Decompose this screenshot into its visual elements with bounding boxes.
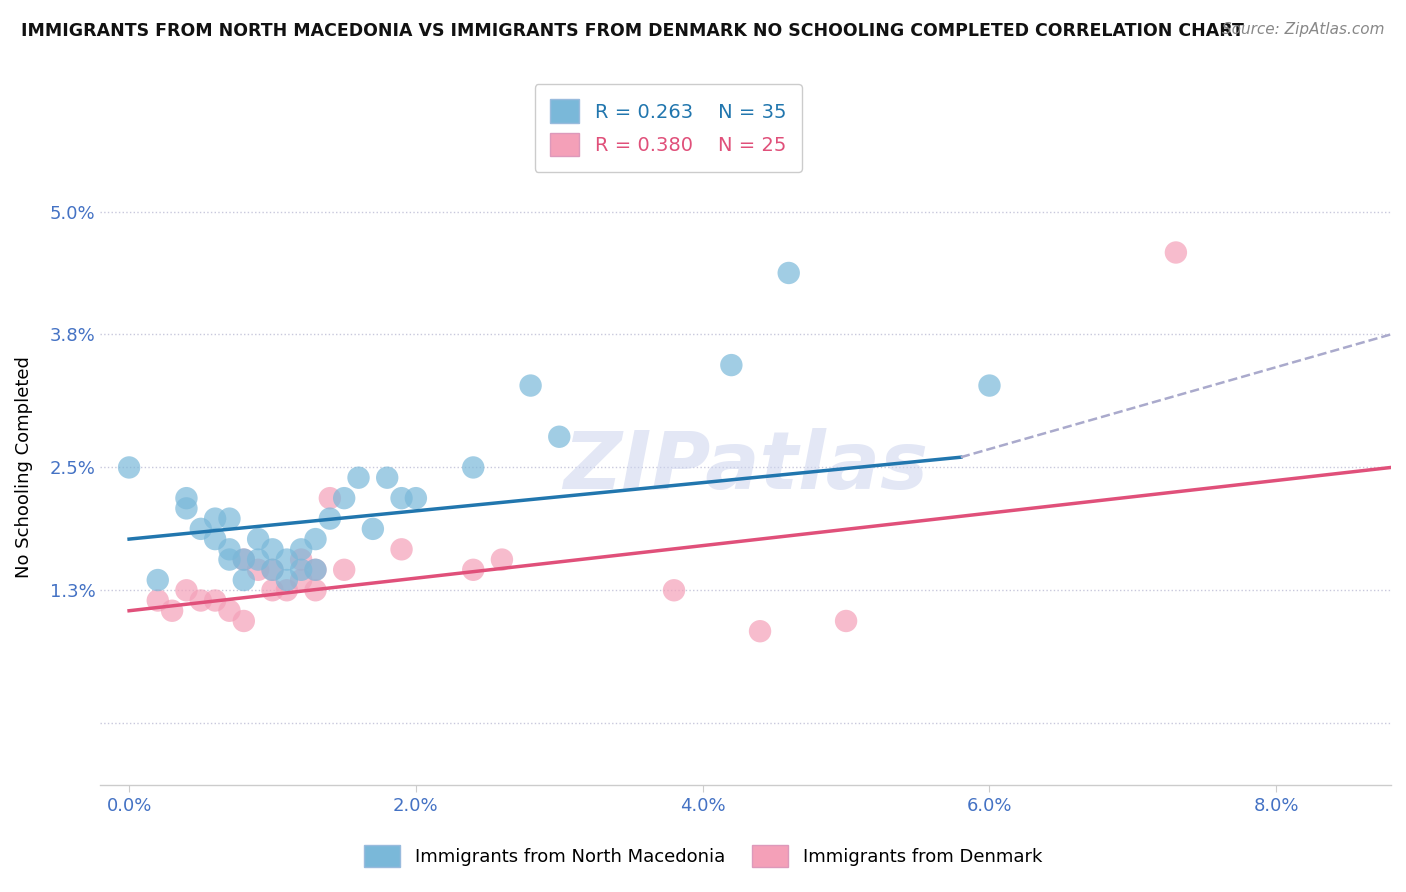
Point	[232, 552, 254, 566]
Point	[304, 583, 326, 598]
Point	[290, 573, 312, 587]
Point	[491, 552, 513, 566]
Y-axis label: No Schooling Completed: No Schooling Completed	[15, 357, 32, 578]
Point	[1164, 245, 1187, 260]
Point	[218, 604, 240, 618]
Point	[232, 552, 254, 566]
Point	[276, 552, 298, 566]
Point	[319, 511, 342, 525]
Point	[276, 573, 298, 587]
Point	[548, 430, 571, 444]
Point	[662, 583, 685, 598]
Point	[290, 552, 312, 566]
Point	[247, 552, 270, 566]
Point	[290, 542, 312, 557]
Text: IMMIGRANTS FROM NORTH MACEDONIA VS IMMIGRANTS FROM DENMARK NO SCHOOLING COMPLETE: IMMIGRANTS FROM NORTH MACEDONIA VS IMMIG…	[21, 22, 1244, 40]
Point	[463, 460, 485, 475]
Point	[190, 593, 212, 607]
Point	[276, 583, 298, 598]
Point	[333, 563, 356, 577]
Point	[218, 511, 240, 525]
Point	[290, 563, 312, 577]
Point	[118, 460, 141, 475]
Point	[391, 542, 413, 557]
Point	[160, 604, 183, 618]
Point	[262, 542, 284, 557]
Point	[262, 563, 284, 577]
Point	[176, 491, 198, 505]
Point	[749, 624, 772, 639]
Point	[778, 266, 800, 280]
Point	[176, 583, 198, 598]
Point	[333, 491, 356, 505]
Point	[304, 563, 326, 577]
Point	[204, 593, 226, 607]
Point	[262, 563, 284, 577]
Point	[519, 378, 541, 392]
Point	[375, 471, 398, 485]
Point	[720, 358, 742, 372]
Point	[146, 593, 169, 607]
Point	[247, 563, 270, 577]
Point	[247, 532, 270, 546]
Point	[218, 542, 240, 557]
Point	[463, 563, 485, 577]
Point	[204, 532, 226, 546]
Text: ZIPatlas: ZIPatlas	[564, 428, 928, 507]
Point	[361, 522, 384, 536]
Point	[391, 491, 413, 505]
Point	[979, 378, 1001, 392]
Point	[204, 511, 226, 525]
Point	[190, 522, 212, 536]
Point	[262, 583, 284, 598]
Point	[347, 471, 370, 485]
Point	[146, 573, 169, 587]
Point	[232, 573, 254, 587]
Point	[405, 491, 427, 505]
Point	[319, 491, 342, 505]
Legend: Immigrants from North Macedonia, Immigrants from Denmark: Immigrants from North Macedonia, Immigra…	[357, 838, 1049, 874]
Point	[304, 563, 326, 577]
Point	[304, 532, 326, 546]
Point	[232, 614, 254, 628]
Point	[176, 501, 198, 516]
Legend: R = 0.263    N = 35, R = 0.380    N = 25: R = 0.263 N = 35, R = 0.380 N = 25	[534, 84, 801, 172]
Point	[218, 552, 240, 566]
Text: Source: ZipAtlas.com: Source: ZipAtlas.com	[1222, 22, 1385, 37]
Point	[835, 614, 858, 628]
